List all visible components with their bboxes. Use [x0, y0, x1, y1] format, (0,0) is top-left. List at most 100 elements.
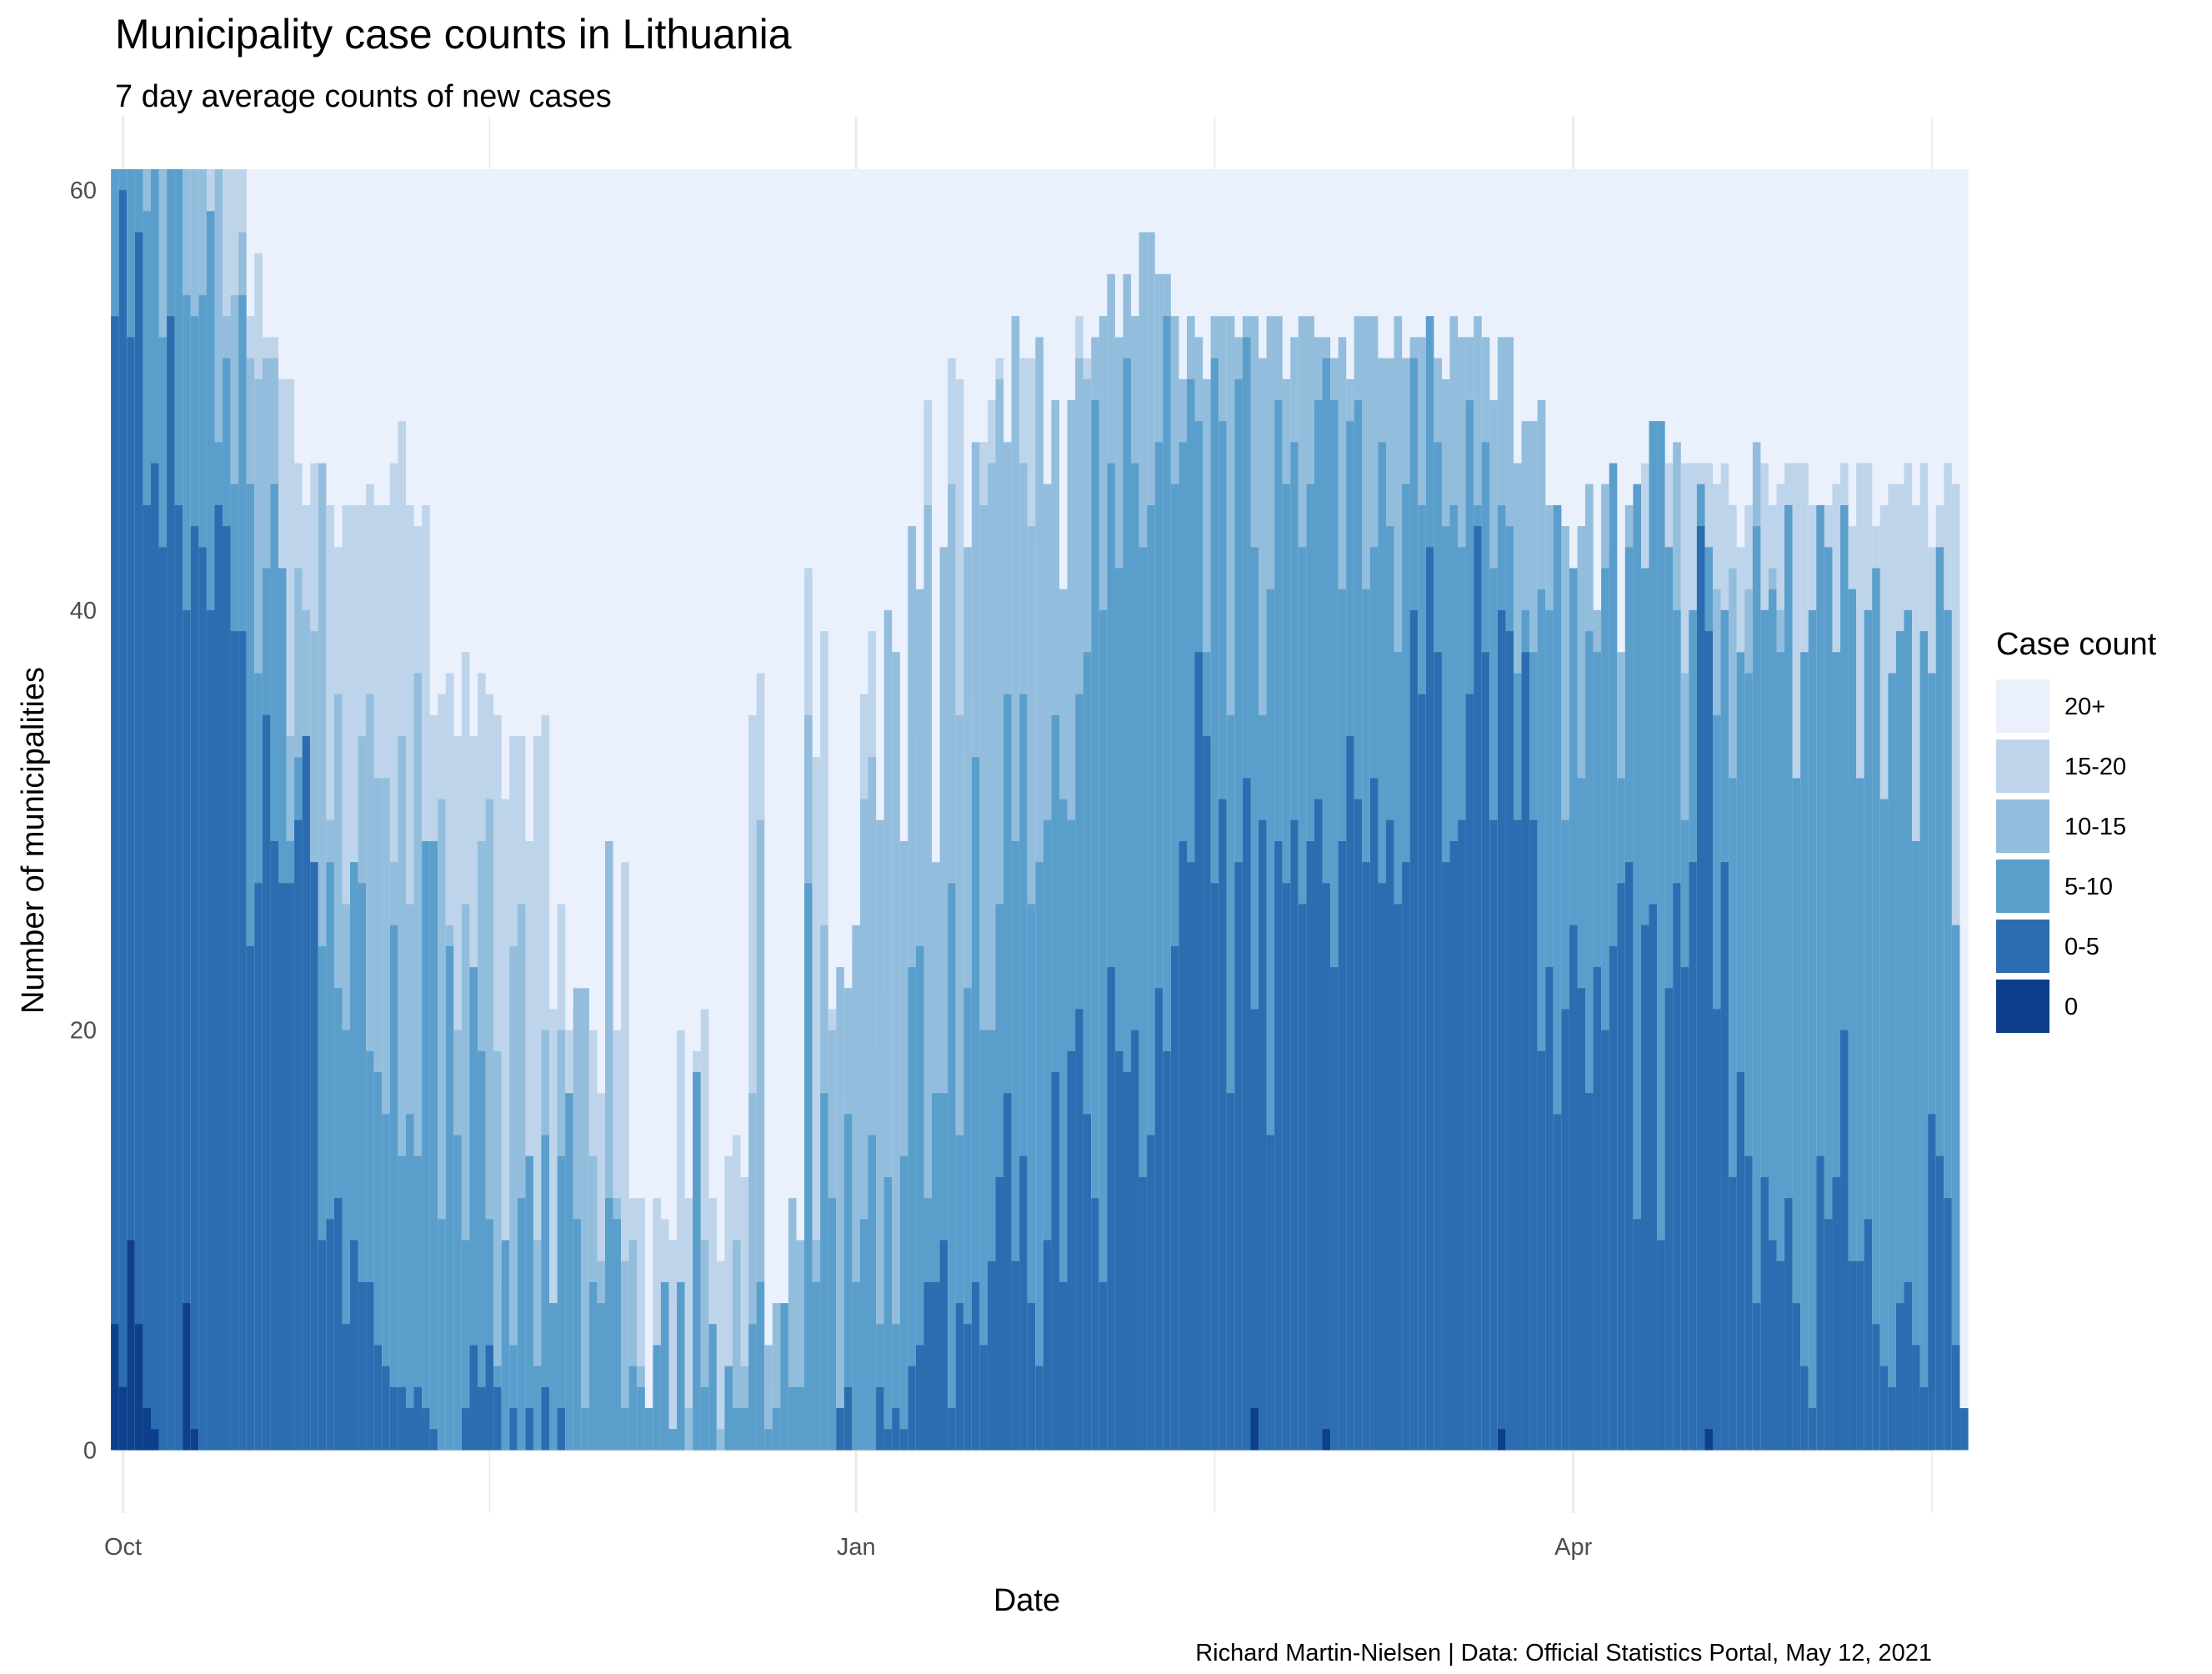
bar-segment: [1402, 862, 1411, 1451]
bar-segment: [1912, 1345, 1921, 1451]
bar-segment: [1123, 358, 1132, 1451]
bar-segment: [653, 1198, 662, 1451]
bar-segment: [621, 1261, 630, 1451]
bar-segment: [677, 1030, 686, 1451]
bar-segment: [1011, 840, 1020, 1451]
chart-caption: Richard Martin-Nielsen | Data: Official …: [1195, 1640, 1932, 1666]
bar-segment: [1107, 967, 1116, 1451]
legend-key: [1996, 739, 2049, 793]
bar-segment: [1928, 1114, 1937, 1451]
bar-segment: [597, 168, 606, 1451]
bar-segment: [302, 736, 311, 1451]
bar-segment: [677, 1281, 686, 1451]
bar-segment: [1259, 819, 1268, 1451]
bar-segment: [1250, 1408, 1259, 1451]
bar-segment: [1019, 1155, 1028, 1451]
bar-segment: [214, 504, 223, 1451]
bar-segment: [127, 1240, 136, 1451]
bar-segment: [828, 168, 837, 1451]
bar-segment: [1514, 819, 1523, 1451]
legend-key: [1996, 920, 2049, 973]
bar-segment: [740, 1366, 749, 1451]
bar-segment: [892, 1324, 901, 1451]
bar-segment: [843, 168, 853, 1451]
bar-segment: [1545, 967, 1554, 1451]
bar-segment: [1633, 1219, 1642, 1451]
bar-segment: [700, 1386, 709, 1451]
bar-segment: [1163, 1050, 1172, 1451]
bar-segment: [1664, 988, 1674, 1451]
bar-segment: [621, 862, 630, 1451]
bar-segment: [1274, 840, 1284, 1451]
bar-segment: [517, 1198, 527, 1451]
bar-segment: [183, 609, 192, 1451]
bar-segment: [286, 883, 295, 1451]
bar-segment: [1409, 609, 1419, 1451]
bar-segment: [613, 1219, 622, 1451]
bar-segment: [733, 1408, 742, 1451]
bar-segment: [908, 967, 917, 1451]
bar-segment: [1784, 504, 1794, 1451]
bar-segment: [1075, 1009, 1084, 1451]
bar-segment: [971, 757, 981, 1451]
bar-segment: [573, 1219, 582, 1451]
chart-title: Municipality case counts in Lithuania: [115, 11, 792, 58]
bar-segment: [748, 1324, 758, 1451]
bar-segment: [621, 1408, 630, 1451]
bar-segment: [939, 547, 948, 1451]
bar-segment: [684, 1408, 693, 1451]
bar-segment: [971, 1281, 981, 1451]
bar-segment: [1163, 316, 1172, 1451]
bar-segment: [733, 1240, 742, 1451]
bar-segment: [151, 1429, 160, 1451]
bar-segment: [1888, 1386, 1897, 1451]
bar-segment: [764, 168, 773, 1451]
bar-segment: [780, 168, 789, 1451]
bar-segment: [118, 1386, 128, 1451]
bar-segment: [1816, 1155, 1825, 1451]
bar-segment: [740, 168, 749, 1451]
bar-segment: [1489, 819, 1499, 1451]
bar-segment: [756, 819, 765, 1451]
bar-segment: [1282, 883, 1291, 1451]
bar-segment: [1864, 609, 1873, 1451]
bar-segment: [223, 526, 232, 1451]
bar-segment: [932, 168, 941, 1451]
bar-segment: [1123, 1072, 1132, 1451]
bar-segment: [333, 1198, 343, 1451]
bar-segment: [413, 1155, 423, 1451]
bar-segment: [1139, 547, 1148, 1451]
bar-segment: [1114, 568, 1124, 1451]
bar-segment: [1577, 988, 1586, 1451]
bar-segment: [509, 1345, 518, 1451]
bar-segment: [668, 1240, 678, 1451]
bar-segment: [1043, 1240, 1053, 1451]
bar-segment: [700, 1240, 709, 1451]
bar-segment: [1649, 904, 1658, 1451]
bar-segment: [445, 945, 454, 1451]
bar-segment: [1394, 904, 1403, 1451]
bar-segment: [533, 736, 543, 1451]
bar-segment: [1250, 1009, 1259, 1451]
bar-segment: [1027, 904, 1036, 1451]
bar-segment: [1800, 652, 1809, 1451]
bar-segment: [167, 316, 176, 1451]
bar-segment: [836, 168, 845, 1451]
bar-segment: [1386, 819, 1395, 1451]
bar-segment: [693, 1072, 702, 1451]
bar-segment: [1792, 1303, 1801, 1451]
bar-segment: [1696, 526, 1706, 1451]
bar-segment: [621, 168, 630, 1451]
bar-segment: [1226, 1093, 1235, 1451]
bar-segment: [1147, 504, 1156, 1451]
x-tick-label: Jan: [837, 1534, 876, 1561]
bar-segment: [310, 862, 319, 1451]
legend-key: [1996, 860, 2049, 913]
bar-segment: [143, 504, 152, 1451]
bar-segment: [1154, 988, 1164, 1451]
bar-segment: [1354, 799, 1363, 1451]
bar-segment: [637, 1198, 646, 1451]
bar-segment: [573, 168, 582, 1451]
bar-segment: [1657, 421, 1666, 1451]
bar-segment: [262, 714, 272, 1451]
